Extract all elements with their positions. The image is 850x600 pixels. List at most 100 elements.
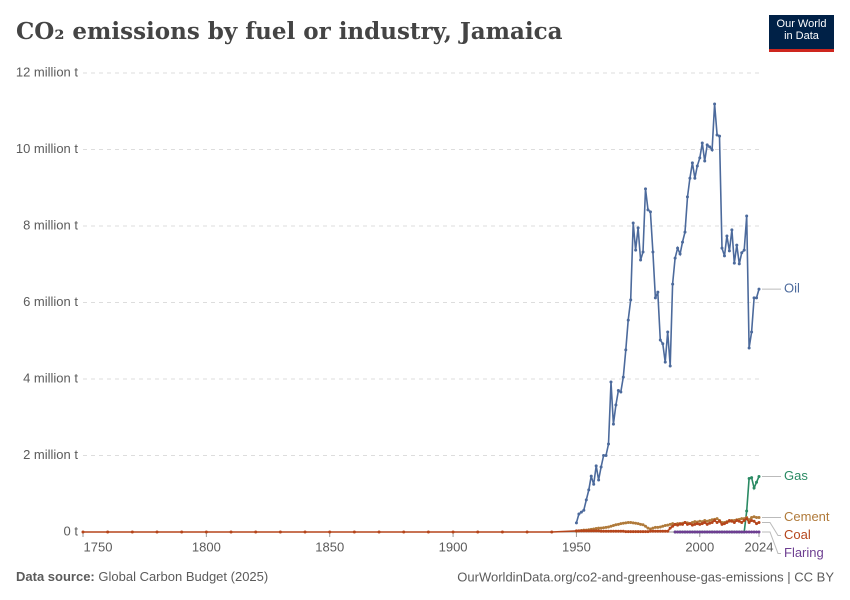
point: [703, 530, 707, 534]
logo-box: [769, 15, 834, 52]
point: [611, 523, 615, 527]
point: [668, 364, 672, 368]
point: [589, 474, 593, 478]
point: [609, 380, 613, 384]
point: [685, 195, 689, 199]
x-tick-label: 2024: [745, 539, 774, 554]
point: [636, 522, 640, 526]
point: [720, 246, 724, 250]
x-tick-label: 1900: [439, 539, 468, 554]
point: [708, 530, 712, 534]
point: [592, 529, 596, 533]
logo-text: Our World in Data: [776, 18, 827, 42]
point: [641, 250, 645, 254]
point: [710, 530, 714, 534]
point: [715, 133, 719, 137]
point: [755, 296, 759, 300]
point: [611, 422, 615, 426]
point: [229, 530, 233, 534]
point: [668, 526, 672, 530]
point: [661, 342, 665, 346]
point: [656, 529, 660, 533]
x-tick-label: 1850: [315, 539, 344, 554]
x-tick-label: 1950: [562, 539, 591, 554]
point: [644, 530, 648, 534]
point: [727, 530, 731, 534]
point: [604, 454, 608, 457]
point: [713, 530, 717, 534]
logo-bar: [769, 49, 834, 52]
point: [646, 208, 650, 212]
point: [690, 161, 694, 165]
point: [584, 498, 588, 502]
point: [619, 522, 623, 526]
point: [651, 250, 655, 254]
point: [648, 527, 652, 531]
point: [698, 519, 702, 523]
point: [656, 525, 660, 529]
point: [636, 530, 640, 534]
point: [685, 522, 689, 526]
point: [710, 518, 714, 522]
point: [683, 230, 687, 234]
point: [587, 529, 591, 533]
point: [582, 508, 586, 512]
point: [683, 530, 687, 534]
point: [705, 522, 709, 526]
point: [740, 517, 744, 521]
point: [700, 141, 704, 145]
point: [130, 530, 134, 534]
point: [747, 520, 751, 524]
source: Global Carbon Budget (2025): [98, 569, 268, 584]
point: [616, 522, 620, 526]
point: [722, 254, 726, 258]
point: [722, 530, 726, 534]
point: [713, 102, 717, 106]
point: [735, 530, 739, 534]
point: [611, 529, 615, 533]
point: [621, 521, 625, 525]
point: [550, 530, 554, 534]
point: [695, 530, 699, 534]
legend-label: Oil: [784, 281, 800, 296]
point: [698, 522, 702, 526]
point: [742, 519, 746, 523]
point: [666, 523, 670, 527]
point: [607, 525, 611, 529]
point: [666, 529, 670, 533]
point: [708, 145, 712, 149]
point: [607, 529, 611, 533]
point: [597, 478, 601, 482]
point: [646, 530, 650, 534]
point: [476, 530, 480, 534]
point: [352, 530, 356, 534]
point: [673, 256, 677, 260]
point: [747, 476, 751, 480]
point: [614, 403, 618, 407]
point: [639, 530, 643, 534]
point: [688, 530, 692, 534]
point: [629, 520, 633, 524]
point: [525, 530, 529, 534]
point: [658, 525, 662, 529]
point: [648, 529, 652, 533]
point: [747, 346, 751, 350]
point: [737, 530, 741, 534]
point: [661, 529, 665, 533]
point: [619, 390, 623, 394]
point: [631, 521, 635, 525]
point: [737, 519, 741, 523]
point: [636, 226, 640, 230]
point: [693, 522, 697, 526]
point: [755, 480, 759, 484]
point: [426, 530, 430, 534]
point: [631, 221, 635, 225]
point: [698, 530, 702, 534]
point: [658, 529, 662, 533]
point: [698, 156, 702, 160]
point: [676, 246, 680, 250]
point: [757, 520, 761, 524]
point: [626, 318, 630, 322]
point: [653, 529, 657, 533]
